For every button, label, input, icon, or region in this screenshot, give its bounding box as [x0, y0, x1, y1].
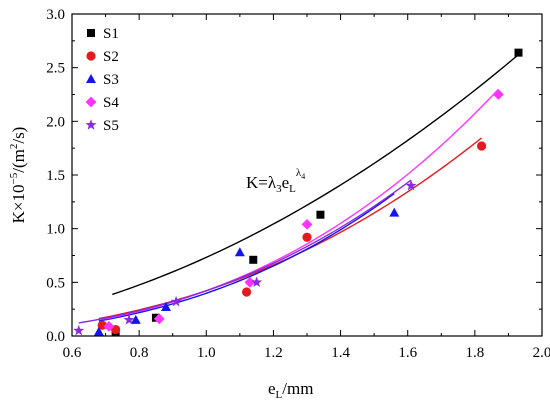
marker-s5-1 [123, 314, 135, 325]
marker-s5-4 [405, 179, 417, 191]
marker-s2-2 [241, 287, 252, 297]
legend-label-s5: S5 [103, 118, 119, 134]
fit-curve-s3 [98, 192, 395, 322]
x-tick-label-1: 0.8 [130, 345, 149, 361]
marker-s4-1 [153, 313, 165, 325]
legend: S1 S2 S3 S4 S5 [85, 26, 119, 134]
fit-curve-s2 [98, 137, 483, 320]
marker-s3-4 [389, 207, 400, 217]
y-tick-label-6: 3.0 [46, 7, 65, 23]
legend-marker-s4 [85, 96, 97, 108]
fit-curve-s1 [112, 54, 519, 296]
x-tick-label-4: 1.4 [331, 345, 350, 361]
fit-curves [78, 54, 519, 324]
fit-curve-s5 [78, 179, 412, 324]
marker-s5-3 [251, 276, 263, 288]
marker-s2-0 [97, 320, 107, 330]
y-tick-label-0: 0.0 [46, 329, 65, 345]
marker-s5-0 [73, 324, 85, 336]
legend-marker-s1 [87, 29, 95, 37]
marker-s3-0 [93, 326, 104, 336]
y-tick-label-1: 0.5 [46, 275, 65, 291]
legend-marker-s2 [86, 51, 96, 61]
marker-s4-4 [492, 89, 504, 100]
marker-s4-0 [103, 320, 115, 332]
x-tick-label-5: 1.6 [398, 345, 417, 361]
y-tick-label-2: 1.0 [46, 222, 65, 238]
marker-s4-2 [244, 276, 256, 288]
legend-label-s1: S1 [103, 26, 119, 42]
marker-s5-2 [170, 295, 182, 307]
marker-s3-3 [234, 247, 245, 257]
x-tick-label-7: 2.0 [533, 345, 550, 361]
marker-s2-4 [476, 141, 487, 151]
x-tick-label-3: 1.2 [264, 345, 283, 361]
x-tick-label-2: 1.0 [197, 345, 216, 361]
marker-s3-2 [161, 302, 171, 312]
legend-marker-s5 [85, 119, 97, 130]
marker-s2-3 [302, 232, 312, 242]
marker-s3-1 [130, 314, 141, 324]
marker-s4-3 [301, 218, 313, 230]
data-markers [73, 48, 523, 336]
legend-label-s2: S2 [103, 49, 119, 65]
y-tick-label-5: 2.5 [46, 61, 65, 77]
y-axis-label: K×10−5/(m2/s) [8, 127, 28, 224]
axes: 0.6 0.8 1.0 1.2 1.4 1.6 1.8 2.0 0.0 0.5 1.0 1.5 2.0 2… [46, 7, 550, 361]
legend-marker-s3 [86, 74, 96, 83]
y-tick-label-3: 1.5 [46, 168, 65, 184]
marker-s1-3 [316, 210, 325, 219]
y-tick-label-4: 2.0 [46, 114, 65, 130]
plot-frame [71, 13, 543, 337]
annotation-formula: K=λ3eLλ4 [246, 167, 305, 195]
x-tick-label-0: 0.6 [63, 345, 82, 361]
fit-curve-s4 [105, 88, 499, 320]
marker-s1-2 [249, 255, 258, 264]
legend-label-s3: S3 [103, 72, 119, 88]
marker-s1-4 [514, 48, 523, 57]
x-tick-label-6: 1.8 [465, 345, 484, 361]
legend-label-s4: S4 [103, 95, 119, 111]
x-axis-label: eL/mm [268, 379, 313, 401]
